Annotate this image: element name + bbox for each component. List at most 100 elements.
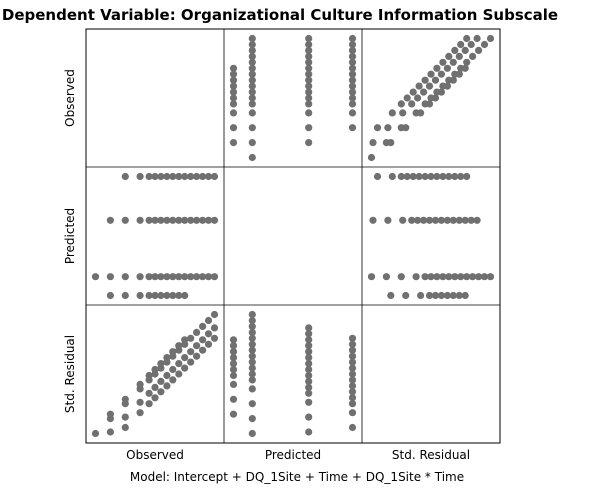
data-point [421,76,429,84]
data-point [175,291,183,300]
data-point [229,360,238,368]
data-point [473,216,481,224]
data-point [305,70,313,78]
data-point [248,124,256,132]
data-point [437,70,445,78]
data-point [348,346,357,354]
data-point [229,410,238,418]
data-point [475,46,483,55]
data-point [449,58,457,66]
data-point [199,336,207,344]
data-point [175,360,183,368]
data-point [463,34,471,43]
data-point [439,82,447,90]
data-point [169,365,177,374]
data-point [181,216,189,224]
data-point [136,172,144,181]
data-point [229,380,238,388]
data-point [457,64,465,72]
data-point [305,354,313,362]
data-point [136,385,144,393]
data-point [348,46,357,55]
data-point [151,370,159,378]
data-point [461,46,469,55]
data-point [248,109,256,117]
data-point [348,352,357,360]
data-point [163,273,171,281]
data-point [408,100,416,108]
data-point [437,291,445,300]
data-point [467,216,475,224]
data-point [433,273,441,281]
data-point [463,58,471,66]
data-point [121,216,129,224]
data-point [163,291,171,300]
data-point [305,330,313,338]
data-point [421,172,429,181]
data-point [414,216,422,224]
data-point [348,394,357,402]
data-point [473,34,481,43]
data-point [373,124,382,132]
data-point [248,100,256,108]
data-point [181,172,189,181]
data-point [229,88,238,96]
data-point [451,172,459,181]
data-point [305,64,313,72]
data-point [348,100,357,108]
cell-observed-vs-std-residual [367,34,495,162]
data-point [427,94,435,102]
data-point [136,291,144,300]
data-point [486,273,495,281]
data-point [348,364,357,372]
data-point [427,273,435,281]
data-point [121,273,129,281]
data-point [305,383,313,391]
data-point [384,216,392,224]
data-point [420,216,428,224]
data-point [187,172,195,181]
data-point [248,358,256,366]
data-point [229,70,238,78]
data-point [248,310,256,319]
data-point [229,354,238,362]
data-point [204,273,213,281]
data-point [193,342,201,350]
data-point [431,291,440,300]
data-point [445,172,453,181]
data-point [305,324,313,332]
data-point [399,216,407,224]
data-point [248,364,256,372]
data-point [305,428,313,436]
data-point [175,370,183,378]
data-point [403,94,411,102]
data-point [382,139,390,147]
data-point [175,172,183,181]
data-point [175,346,183,354]
data-point [248,400,256,408]
column-label-observed: Observed [126,448,184,462]
data-point [229,124,238,132]
data-point [305,82,313,90]
data-point [433,64,441,72]
data-point [157,364,165,372]
data-point [151,273,159,281]
data-point [248,346,256,354]
data-point [427,70,435,78]
data-point [439,273,447,281]
data-point [106,216,114,224]
data-point [348,88,357,96]
data-point [397,100,405,108]
data-point [475,273,483,281]
data-point [248,385,256,393]
data-point [348,376,357,384]
data-point [169,216,177,224]
data-point [229,139,238,147]
data-point [248,153,256,162]
data-point [136,398,144,406]
data-point [248,328,256,336]
data-point [421,273,429,281]
data-point [175,216,183,224]
data-point [181,340,189,348]
